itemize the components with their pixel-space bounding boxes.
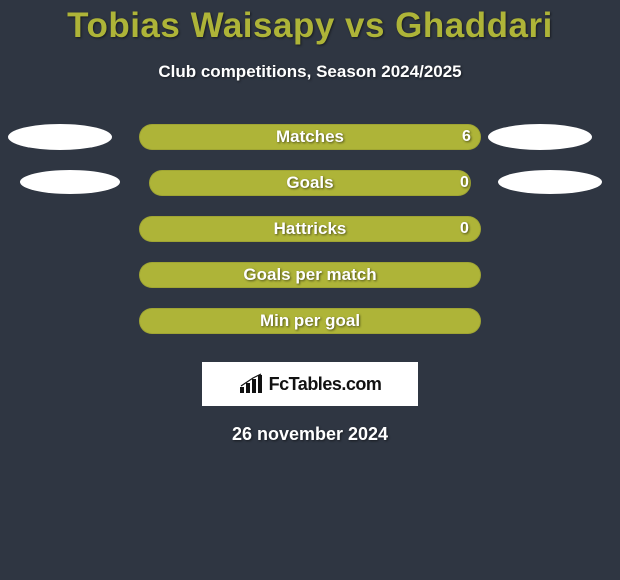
stat-bar xyxy=(149,170,471,196)
subtitle: Club competitions, Season 2024/2025 xyxy=(0,62,620,82)
page-title: Tobias Waisapy vs Ghaddari xyxy=(0,0,620,46)
footer-date: 26 november 2024 xyxy=(0,424,620,445)
stat-bar xyxy=(139,216,481,242)
stat-bar xyxy=(139,262,481,288)
bar-row: Hattricks0 xyxy=(0,216,620,242)
bar-row: Matches6 xyxy=(0,124,620,150)
branding-box: FcTables.com xyxy=(202,362,418,406)
bar-row: Goals per match xyxy=(0,262,620,288)
bar-chart-icon xyxy=(239,373,265,395)
bar-row: Min per goal xyxy=(0,308,620,334)
logo-text: FcTables.com xyxy=(269,374,382,395)
comparison-chart: Matches6 Goals0 Hattricks0 Goals per match M… xyxy=(0,124,620,344)
bar-row: Goals0 xyxy=(0,170,620,196)
stat-bar xyxy=(139,124,481,150)
stat-bar xyxy=(139,308,481,334)
